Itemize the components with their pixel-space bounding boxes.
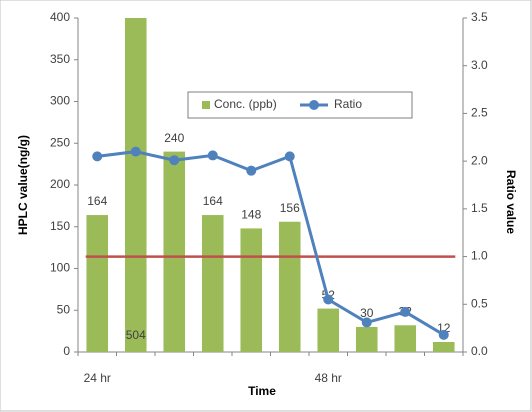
bar [394, 325, 417, 352]
bar [278, 221, 301, 352]
bar [163, 151, 186, 352]
y2-tick-label: 0.5 [471, 296, 488, 310]
bar [317, 308, 340, 352]
y2-tick-label: 0.0 [471, 344, 488, 358]
y-tick-label: 100 [50, 261, 70, 275]
y2-axis-title: Ratio value [504, 170, 518, 234]
ratio-point [284, 151, 295, 162]
y2-tick-label: 2.0 [471, 153, 488, 167]
ratio-point [400, 306, 411, 317]
legend-label: Conc. (ppb) [214, 97, 277, 111]
ratio-point [438, 329, 449, 340]
ratio-point [246, 165, 257, 176]
y2-tick-label: 2.5 [471, 106, 488, 120]
ratio-point [323, 294, 334, 305]
y2-tick-label: 1.0 [471, 249, 488, 263]
y2-tick-label: 1.5 [471, 201, 488, 215]
ratio-point [207, 150, 218, 161]
x-tick-label: 24 hr [84, 371, 111, 385]
y-tick-label: 400 [50, 10, 70, 24]
y-tick-label: 0 [63, 344, 70, 358]
y2-tick-label: 3.0 [471, 58, 488, 72]
ratio-point [361, 317, 372, 328]
y-tick-label: 150 [50, 219, 70, 233]
data-label: 240 [164, 131, 184, 145]
bar [201, 215, 224, 352]
data-label: 156 [280, 201, 300, 215]
ratio-point [92, 151, 103, 162]
x-axis-title: Time [248, 384, 276, 398]
ratio-point [169, 155, 180, 166]
data-label: 164 [87, 194, 107, 208]
y2-tick-label: 3.5 [471, 10, 488, 24]
y-tick-label: 350 [50, 52, 70, 66]
y-tick-label: 300 [50, 94, 70, 108]
legend-swatch [202, 101, 210, 109]
bar [355, 326, 378, 352]
y-tick-label: 50 [57, 302, 71, 316]
bar [240, 228, 263, 352]
data-label: 164 [203, 194, 223, 208]
legend-marker [309, 100, 319, 110]
y-tick-label: 200 [50, 177, 70, 191]
ratio-line [97, 150, 445, 337]
y-tick-label: 250 [50, 135, 70, 149]
legend-label: Ratio [334, 97, 362, 111]
bar [124, 18, 147, 352]
data-label: 148 [241, 208, 261, 222]
ratio-point [130, 146, 141, 157]
x-tick-label: 48 hr [315, 371, 342, 385]
data-label: 30 [360, 306, 374, 320]
bar [432, 341, 455, 352]
data-label: 504 [126, 328, 146, 342]
bar [86, 215, 109, 352]
plot-area [86, 18, 455, 352]
y-axis-title: HPLC value(ng/g) [16, 135, 30, 235]
